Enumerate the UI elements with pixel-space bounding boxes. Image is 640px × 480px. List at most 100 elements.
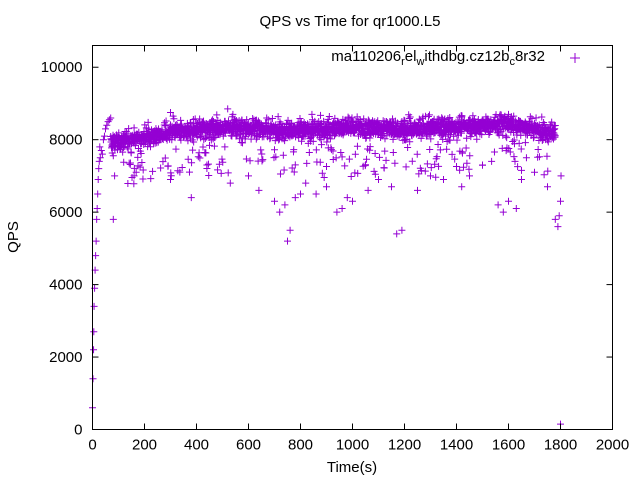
data-point <box>351 150 359 158</box>
data-point <box>93 205 101 213</box>
data-point <box>535 153 543 161</box>
data-point <box>332 154 340 162</box>
data-point <box>341 162 349 170</box>
data-point <box>209 132 217 140</box>
data-point <box>405 114 413 122</box>
data-point <box>389 135 397 143</box>
data-point <box>224 105 232 113</box>
data-point <box>184 155 192 163</box>
data-point <box>194 153 202 161</box>
data-point <box>99 136 107 144</box>
data-point <box>506 148 514 156</box>
data-point <box>98 150 106 158</box>
data-point <box>345 155 353 163</box>
data-point <box>389 148 397 156</box>
data-point <box>521 139 529 147</box>
data-point <box>167 172 175 180</box>
data-point <box>323 163 330 171</box>
data-point <box>494 201 502 209</box>
data-point <box>203 161 211 169</box>
data-point <box>139 175 147 183</box>
data-point <box>302 179 310 187</box>
data-point <box>343 194 351 202</box>
x-axis-title: Time(s) <box>327 459 377 476</box>
y-tick-label: 6000 <box>49 204 82 221</box>
data-point <box>303 159 311 167</box>
data-point <box>219 158 227 166</box>
data-point <box>188 159 196 167</box>
data-point <box>120 158 128 166</box>
data-point <box>317 111 325 119</box>
data-point <box>127 149 135 157</box>
data-point <box>131 142 139 150</box>
data-point <box>257 146 265 154</box>
data-point <box>284 116 292 124</box>
y-axis-title: QPS <box>5 221 22 253</box>
data-point <box>522 154 530 162</box>
data-point <box>457 129 465 137</box>
data-point <box>349 197 356 205</box>
data-point <box>466 152 474 160</box>
data-point <box>375 176 382 184</box>
data-point <box>187 194 195 202</box>
data-point <box>189 146 197 154</box>
data-point <box>312 146 320 154</box>
data-point <box>320 133 328 141</box>
x-tick-label: 0 <box>88 437 96 454</box>
data-point <box>169 112 177 120</box>
data-point <box>125 125 133 133</box>
data-point <box>426 146 434 154</box>
data-point <box>296 114 304 122</box>
data-point <box>134 153 142 161</box>
x-tick-label: 200 <box>132 437 157 454</box>
data-point <box>161 154 169 162</box>
data-point <box>498 144 506 152</box>
data-point <box>376 153 384 161</box>
data-point <box>366 134 374 142</box>
data-point <box>440 116 448 124</box>
x-tick-label: 2000 <box>596 437 629 454</box>
data-point <box>93 215 101 223</box>
data-point <box>421 167 429 175</box>
data-point <box>288 164 296 172</box>
x-tick-label: 600 <box>236 437 261 454</box>
data-point <box>448 150 456 158</box>
data-point <box>281 201 289 209</box>
data-point <box>551 215 559 223</box>
data-point <box>544 138 552 146</box>
data-point <box>443 145 451 153</box>
data-point <box>325 113 333 121</box>
data-point <box>451 155 459 163</box>
data-point <box>531 168 538 176</box>
data-point <box>162 117 170 125</box>
data-point <box>146 143 154 151</box>
data-point <box>427 164 435 172</box>
data-point <box>518 176 525 184</box>
data-point <box>548 118 556 126</box>
data-point <box>258 157 266 165</box>
data-point <box>209 116 217 124</box>
data-point <box>139 166 147 174</box>
data-point <box>132 168 140 176</box>
x-tick-label: 1800 <box>544 437 577 454</box>
data-point <box>323 138 331 146</box>
data-point <box>218 155 226 163</box>
data-point <box>176 168 184 176</box>
data-point <box>415 115 423 123</box>
data-point <box>100 132 108 140</box>
data-point <box>297 190 304 198</box>
data-point <box>433 153 441 161</box>
data-point <box>90 328 98 336</box>
data-point <box>404 143 412 151</box>
data-point <box>406 113 414 121</box>
data-point <box>329 147 337 155</box>
data-point <box>439 135 447 143</box>
data-point <box>353 142 361 150</box>
data-point <box>96 154 104 162</box>
data-point <box>246 157 254 165</box>
data-point <box>271 197 278 205</box>
data-point <box>210 142 218 150</box>
data-point <box>532 114 540 122</box>
data-point <box>323 183 330 191</box>
